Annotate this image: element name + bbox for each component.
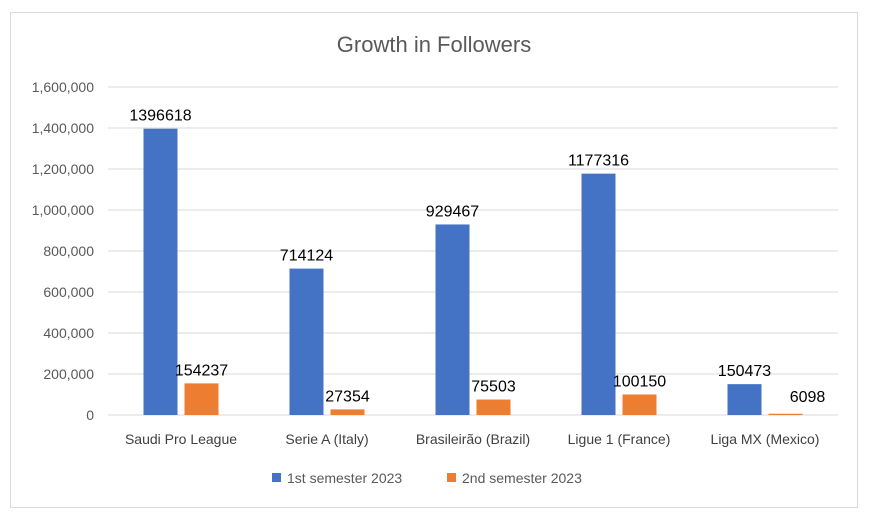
gridlines bbox=[108, 86, 838, 416]
legend-swatch bbox=[272, 473, 281, 482]
y-tick-label: 0 bbox=[86, 407, 94, 423]
bar bbox=[289, 268, 324, 415]
data-label: 1396618 bbox=[129, 108, 191, 125]
chart-title: Growth in Followers bbox=[337, 32, 531, 57]
x-tick-label: Brasileirão (Brazil) bbox=[416, 431, 530, 447]
data-labels: 1396618 154237 714124 27354 929467 75503 11773… bbox=[129, 108, 825, 406]
y-tick-label: 1,400,000 bbox=[32, 120, 94, 136]
bars bbox=[143, 128, 803, 416]
y-tick-label: 600,000 bbox=[43, 284, 94, 300]
y-tick-label: 1,600,000 bbox=[32, 79, 94, 95]
data-label: 1177316 bbox=[568, 153, 629, 170]
bar bbox=[184, 383, 219, 415]
data-label: 150473 bbox=[718, 363, 771, 380]
bar bbox=[622, 394, 657, 415]
legend-swatch bbox=[447, 473, 456, 482]
data-label: 714124 bbox=[280, 248, 333, 265]
y-axis: 0 200,000 400,000 600,000 800,000 1,000,000 1,… bbox=[32, 79, 95, 423]
data-label: 929467 bbox=[426, 203, 479, 220]
legend-label: 2nd semester 2023 bbox=[462, 470, 582, 486]
x-tick-label: Liga MX (Mexico) bbox=[711, 431, 820, 447]
legend: 1st semester 2023 2nd semester 2023 bbox=[272, 470, 582, 486]
data-label: 6098 bbox=[790, 389, 826, 406]
bar bbox=[330, 409, 365, 415]
bar bbox=[581, 173, 616, 415]
x-tick-label: Saudi Pro League bbox=[125, 431, 237, 447]
x-tick-label: Serie A (Italy) bbox=[285, 431, 368, 447]
legend-label: 1st semester 2023 bbox=[287, 470, 402, 486]
x-tick-label: Ligue 1 (France) bbox=[568, 431, 671, 447]
bar bbox=[143, 128, 178, 416]
data-label: 100150 bbox=[613, 373, 666, 390]
y-tick-label: 1,000,000 bbox=[32, 202, 94, 218]
bar bbox=[435, 224, 470, 415]
y-tick-label: 200,000 bbox=[43, 366, 94, 382]
y-tick-label: 1,200,000 bbox=[32, 161, 94, 177]
data-label: 75503 bbox=[471, 379, 516, 396]
bar bbox=[727, 384, 762, 415]
bar bbox=[476, 399, 511, 415]
data-label: 27354 bbox=[325, 388, 370, 405]
y-tick-label: 800,000 bbox=[43, 243, 94, 259]
x-axis: Saudi Pro League Serie A (Italy) Brasileir… bbox=[125, 431, 820, 447]
bar bbox=[768, 413, 803, 415]
y-tick-label: 400,000 bbox=[43, 325, 94, 341]
data-label: 154237 bbox=[175, 362, 228, 379]
